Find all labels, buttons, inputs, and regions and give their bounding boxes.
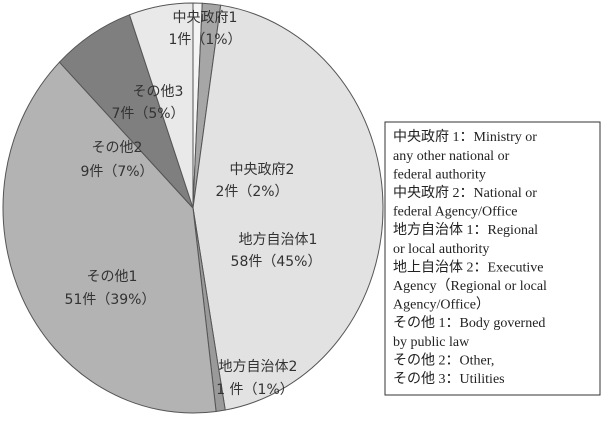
slice-label: その他2 (92, 140, 143, 156)
slice-value-label: 1 件（1%） (216, 382, 294, 398)
slice-value-label: 9件（7%） (80, 164, 153, 180)
slice-value-label: 51件（39%） (65, 292, 156, 308)
legend-text: or local authority (393, 242, 489, 257)
slice-value-label: 1件（1%） (168, 32, 241, 48)
legend-text: any other national or (393, 149, 510, 164)
legend-text: federal Agency/Office (393, 205, 518, 220)
slice-label: 中央政府2 (230, 162, 295, 178)
legend-text: Agency/Office） (393, 297, 490, 313)
legend-text: 中央政府 1：Ministry or (393, 129, 537, 145)
legend-box (384, 121, 601, 396)
legend-text: 地上自治体 2：Executive (393, 259, 543, 275)
slice-value-label: 58件（45%） (231, 254, 322, 270)
slice-label: その他1 (87, 269, 138, 285)
slice-label: その他3 (133, 84, 184, 100)
pie-slice (192, 4, 384, 411)
legend-text: 中央政府 2：National or (393, 185, 537, 201)
slice-value-label: 7件（5%） (111, 106, 184, 122)
slice-label: 中央政府1 (173, 10, 238, 26)
legend-text: by public law (393, 335, 470, 350)
legend-text: その他 2：Other, (393, 352, 494, 368)
legend-text: その他 1：Body governed (393, 315, 545, 331)
slice-value-label: 2件（2%） (215, 184, 288, 200)
pie-slice (128, 2, 194, 209)
legend-text: 地方自治体 1：Regional (393, 222, 538, 238)
legend-text: その他 3：Utilities (393, 371, 505, 387)
pie-slice (2, 61, 217, 414)
slice-label: 地方自治体2 (219, 359, 298, 375)
slice-label: 地方自治体1 (239, 232, 318, 248)
legend-text: federal authority (393, 167, 486, 182)
legend-text: Agency（Regional or local (393, 278, 547, 294)
